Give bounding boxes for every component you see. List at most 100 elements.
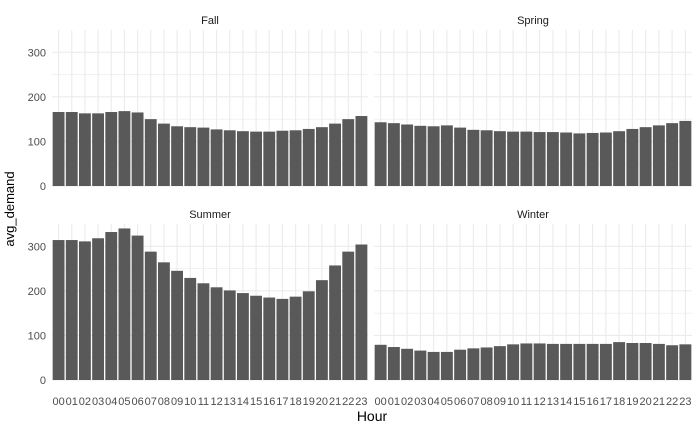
bar: [626, 343, 639, 380]
x-tick-label: 07: [145, 396, 157, 408]
bar: [65, 112, 78, 186]
bar: [52, 112, 65, 186]
x-tick-label: 09: [494, 396, 506, 408]
x-tick-label: 14: [560, 396, 572, 408]
x-tick-label: 20: [640, 396, 652, 408]
bar: [387, 347, 400, 380]
x-tick-label: 22: [342, 396, 354, 408]
x-tick-label: 23: [679, 396, 691, 408]
bar: [276, 298, 289, 380]
bar: [210, 287, 223, 380]
bar: [613, 131, 626, 186]
x-tick-label: 02: [401, 396, 413, 408]
bar: [302, 128, 315, 186]
facet-panel-spring: Spring: [374, 15, 692, 187]
bar: [467, 348, 480, 380]
y-tick-label: 100: [28, 136, 46, 148]
bar: [560, 132, 573, 186]
bar: [440, 351, 453, 380]
bar: [144, 119, 157, 186]
bar: [92, 113, 105, 186]
bar: [223, 130, 236, 186]
x-axis-title: Hour: [357, 408, 388, 424]
bar: [520, 343, 533, 380]
x-tick-label: 17: [276, 396, 288, 408]
x-tick-label: 12: [534, 396, 546, 408]
x-tick-label: 03: [414, 396, 426, 408]
bar: [289, 296, 302, 380]
bar: [263, 297, 276, 380]
bar: [520, 131, 533, 186]
bar: [250, 295, 263, 380]
bar: [679, 344, 692, 380]
x-tick-label: 10: [507, 396, 519, 408]
x-tick-label: 01: [66, 396, 78, 408]
y-axis-title: avg_demand: [2, 171, 17, 246]
facet-panel-fall: Fall 0 100 200 300: [28, 15, 368, 193]
y-tick-label: 300: [28, 241, 46, 253]
y-tick-label: 200: [28, 286, 46, 298]
bar: [560, 343, 573, 380]
bar: [250, 131, 263, 186]
bar: [223, 290, 236, 380]
bar: [586, 343, 599, 380]
bar: [342, 119, 355, 186]
bar: [467, 129, 480, 186]
bar: [118, 228, 131, 380]
bar: [374, 122, 387, 186]
x-tick-label: 00: [52, 396, 64, 408]
bar: [236, 131, 249, 186]
facet-strip-label: Winter: [517, 209, 549, 221]
bar: [599, 132, 612, 186]
bar: [546, 343, 559, 380]
bar: [652, 343, 665, 380]
bar: [131, 112, 144, 186]
bar: [427, 351, 440, 380]
bar: [197, 283, 210, 380]
bar: [197, 127, 210, 186]
bar: [427, 126, 440, 186]
x-tick-label: 17: [600, 396, 612, 408]
bar: [666, 123, 679, 186]
x-tick-label: 15: [250, 396, 262, 408]
bar: [263, 131, 276, 186]
x-tick-label: 09: [171, 396, 183, 408]
bar: [493, 346, 506, 380]
facet-panel-summer: Summer 0 100 200 300 00 01 02 03 04 05 06 07 08 09 10 11…: [28, 209, 368, 408]
bar: [679, 120, 692, 186]
bar: [131, 235, 144, 380]
bar: [329, 123, 342, 186]
bar: [586, 132, 599, 186]
x-tick-label: 21: [329, 396, 341, 408]
bar: [144, 251, 157, 380]
x-tick-label: 03: [92, 396, 104, 408]
x-tick-label: 14: [237, 396, 249, 408]
x-tick-label: 23: [355, 396, 367, 408]
x-tick-label: 22: [666, 396, 678, 408]
x-tick-label: 18: [613, 396, 625, 408]
bar: [184, 277, 197, 380]
x-tick-label: 11: [521, 396, 532, 408]
bar: [507, 344, 520, 380]
x-tick-label: 20: [316, 396, 328, 408]
bar: [276, 130, 289, 186]
y-tick-label: 100: [28, 330, 46, 342]
bar: [329, 265, 342, 380]
bar: [315, 127, 328, 186]
bar: [480, 130, 493, 186]
bar: [118, 111, 131, 186]
bar: [210, 129, 223, 186]
bar: [639, 127, 652, 186]
bar: [599, 343, 612, 380]
x-tick-label: 00: [375, 396, 387, 408]
x-tick-label: 07: [467, 396, 479, 408]
bar: [454, 349, 467, 380]
bar: [289, 130, 302, 186]
x-tick-label: 19: [303, 396, 315, 408]
x-tick-label: 06: [454, 396, 466, 408]
bar: [355, 244, 368, 380]
x-tick-label: 13: [547, 396, 559, 408]
bar: [613, 342, 626, 380]
bar: [440, 125, 453, 186]
x-tick-label: 02: [79, 396, 91, 408]
